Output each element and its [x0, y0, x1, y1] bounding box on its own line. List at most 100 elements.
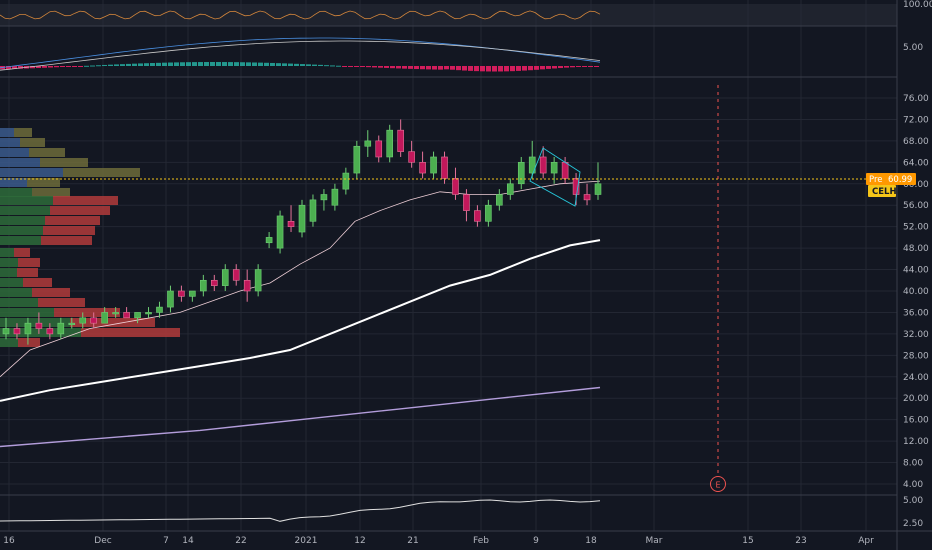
volume-tick-label: 5.00	[903, 496, 923, 506]
macd-bar	[270, 62, 275, 66]
macd-bar	[366, 66, 371, 68]
volume-profile-bar	[0, 288, 32, 297]
price-tick-label: 32.00	[903, 330, 929, 340]
candle-body	[572, 178, 580, 195]
volume-pane	[0, 494, 897, 522]
candle-body	[298, 204, 306, 233]
time-tick-label: 18	[585, 536, 597, 546]
macd-bar	[186, 62, 191, 66]
macd-bar	[210, 62, 215, 66]
candlesticks	[2, 119, 602, 345]
volume-profile-bar	[0, 328, 81, 337]
sma-fast-line	[0, 180, 601, 378]
macd-bar	[426, 66, 431, 70]
macd-bar	[180, 62, 185, 66]
candle-body	[13, 328, 21, 335]
macd-bar	[120, 64, 125, 66]
pre-label: Pre	[869, 175, 883, 185]
macd-bar	[246, 62, 251, 66]
time-tick-label: Feb	[473, 536, 489, 546]
symbol-tag[interactable]: CELH	[868, 185, 897, 197]
time-tick-label: 21	[407, 536, 418, 546]
macd-bar	[30, 66, 35, 69]
candle-body	[79, 317, 87, 324]
candle-body	[46, 328, 54, 335]
volume-profile-bar	[14, 128, 32, 137]
macd-bar	[12, 66, 17, 69]
macd-bar	[300, 64, 305, 66]
macd-bar	[54, 66, 59, 68]
macd-bar	[156, 62, 161, 66]
macd-bar	[288, 63, 293, 66]
volume-profile-bar	[18, 258, 40, 267]
macd-bar	[516, 66, 521, 71]
volume-profile-bar	[81, 328, 180, 337]
macd-bar	[126, 63, 131, 66]
price-tick-label: 12.00	[903, 437, 929, 447]
volume-profile-bar	[27, 178, 60, 187]
macd-bar	[60, 66, 65, 67]
candle-body	[156, 306, 163, 313]
price-axis: 76.00 72.00 68.00 64.00 60.00 56.00 52.00 48.00…	[903, 0, 932, 529]
oscillator-pane	[0, 4, 897, 27]
time-tick-label: 22	[235, 536, 246, 546]
macd-bar	[486, 66, 491, 72]
volume-profile-bar	[0, 298, 38, 307]
macd-bar	[528, 66, 533, 71]
macd-bar	[408, 66, 413, 69]
macd-bar	[498, 66, 503, 72]
volume-profile-bar	[0, 248, 14, 257]
candle-body	[364, 140, 372, 147]
candle-body	[539, 156, 547, 174]
candle-body	[221, 269, 229, 286]
volume-profile-bar	[0, 188, 32, 197]
wedge-pattern	[529, 147, 581, 207]
macd-bar	[534, 66, 539, 70]
macd-bar	[306, 64, 311, 66]
macd-bar	[282, 63, 287, 66]
volume-profile-bar	[45, 216, 100, 225]
time-tick-label: 9	[533, 536, 539, 546]
volume-profile-bar	[54, 308, 120, 317]
candle-body	[320, 194, 328, 201]
price-tick-label: 16.00	[903, 416, 929, 426]
volume-profile-bar	[0, 178, 27, 187]
macd-bar	[570, 66, 575, 68]
macd-bar	[168, 62, 173, 66]
candle-body	[452, 178, 459, 195]
macd-bar	[234, 62, 239, 66]
price-tick-label: 72.00	[903, 115, 929, 125]
macd-bar	[342, 66, 347, 67]
candle-body	[375, 140, 383, 158]
macd-bar	[462, 66, 467, 71]
volume-profile-bar	[0, 168, 63, 177]
price-tick-label: 28.00	[903, 351, 929, 361]
candle-body	[287, 221, 295, 227]
volume-profile-bar	[0, 196, 53, 205]
earnings-marker[interactable]: E	[710, 476, 726, 492]
volume-profile-bar	[43, 226, 95, 235]
macd-bar	[78, 66, 83, 67]
macd-bar	[336, 65, 341, 67]
macd-bar	[318, 64, 323, 66]
macd-bar	[372, 66, 377, 68]
volume-profile-bar	[63, 168, 140, 177]
macd-bar	[576, 66, 581, 67]
macd-bar	[132, 63, 137, 66]
price-tick-label: 40.00	[903, 287, 929, 297]
volume-profile-bar	[50, 206, 110, 215]
candle-body	[35, 322, 43, 329]
time-tick-label: 16	[3, 536, 15, 546]
price-tick-label: 36.00	[903, 308, 929, 318]
macd-bar	[84, 65, 89, 67]
macd-bar	[6, 66, 11, 70]
macd-bar	[258, 62, 263, 66]
macd-bar	[594, 66, 599, 67]
time-tick-label: Dec	[94, 536, 111, 546]
macd-bar	[540, 66, 545, 70]
candle-body	[210, 279, 218, 286]
macd-bar	[558, 66, 563, 69]
candle-body	[430, 156, 437, 174]
candle-body	[550, 162, 558, 174]
